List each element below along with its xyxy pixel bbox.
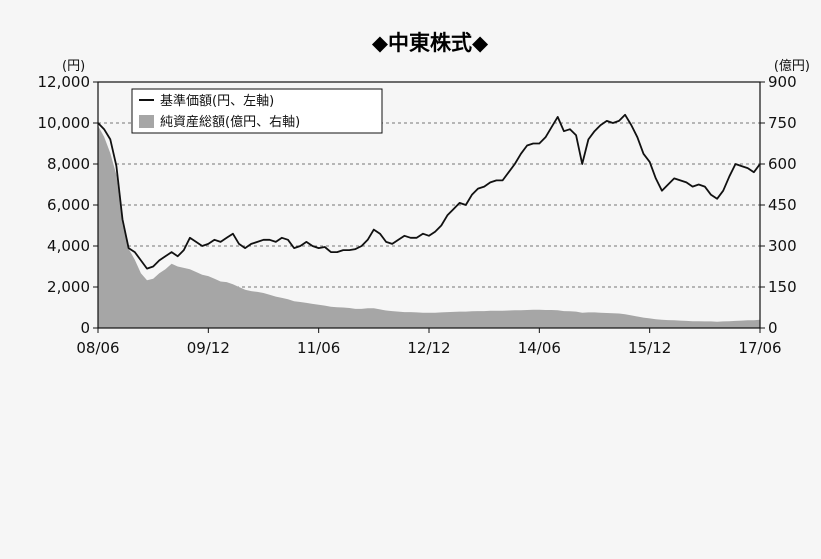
grid-lines (98, 122, 760, 288)
right-tick-label: 450 (768, 196, 797, 214)
area-layer (98, 125, 760, 328)
nav-line (97, 113, 761, 270)
left-axis-unit: (円) (62, 59, 85, 74)
chart-title: ◆中東株式◆ (372, 30, 489, 55)
right-tick-label: 300 (768, 237, 797, 255)
left-tick-label: 6,000 (47, 196, 90, 214)
x-axis-ticks: 08/06 09/12 11/06 12/12 14/06 15/12 17/06 (76, 328, 782, 357)
x-tick-label: 14/06 (518, 339, 561, 357)
x-tick-label: 09/12 (187, 339, 230, 357)
right-tick-label: 750 (768, 114, 797, 132)
right-axis-unit: (億円) (774, 58, 810, 74)
line-layer (97, 113, 761, 270)
legend: 基準価額(円、左軸) 純資産総額(億円、右軸) (131, 88, 383, 134)
left-tick-label: 10,000 (38, 114, 91, 132)
left-tick-label: 0 (80, 319, 90, 337)
left-tick-label: 12,000 (38, 73, 91, 91)
legend-label-nav: 基準価額(円、左軸) (160, 93, 274, 109)
aum-area (98, 125, 760, 328)
legend-label-aum: 純資産総額(億円、右軸) (160, 114, 300, 130)
left-axis-ticks: 0 2,000 4,000 6,000 8,000 10,000 12,000 (38, 73, 98, 337)
left-tick-label: 2,000 (47, 278, 90, 296)
legend-box (131, 88, 383, 134)
x-tick-label: 11/06 (297, 339, 340, 357)
left-tick-label: 4,000 (47, 237, 90, 255)
x-tick-label: 12/12 (407, 339, 450, 357)
x-tick-label: 08/06 (76, 339, 119, 357)
right-tick-label: 0 (768, 319, 778, 337)
right-tick-label: 900 (768, 73, 797, 91)
right-tick-label: 600 (768, 155, 797, 173)
right-tick-label: 150 (768, 278, 797, 296)
legend-area-swatch (139, 115, 154, 128)
right-axis-ticks: 0 150 300 450 600 750 900 (760, 73, 797, 337)
left-tick-label: 8,000 (47, 155, 90, 173)
x-tick-label: 17/06 (738, 339, 781, 357)
x-tick-label: 15/12 (628, 339, 671, 357)
